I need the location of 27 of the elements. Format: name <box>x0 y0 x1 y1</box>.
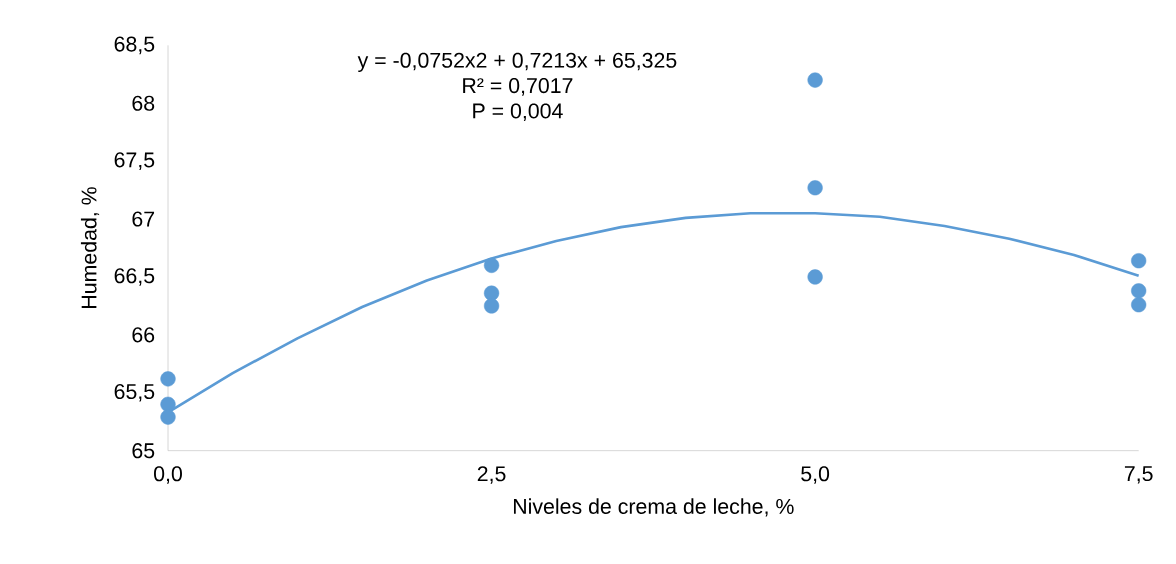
point <box>807 72 823 88</box>
y-tick-label: 66,5 <box>114 268 155 286</box>
point <box>160 371 176 387</box>
x-tick-label: 5,0 <box>801 466 830 484</box>
point <box>160 409 176 425</box>
point <box>1131 283 1147 299</box>
point <box>483 298 500 314</box>
point <box>1131 253 1147 269</box>
annotation: y = -0,0752x2 + 0,7213x + 65,325 <box>357 52 677 73</box>
y-tick-label: 68,5 <box>114 36 155 55</box>
y-tick-label: 65,5 <box>114 383 155 402</box>
point <box>1131 297 1147 313</box>
point <box>483 257 500 273</box>
x-tick-label: 0,0 <box>154 466 182 484</box>
x-tick-label: 2,5 <box>477 466 506 484</box>
annotation: P = 0,004 <box>473 103 563 121</box>
x-tick-label: 7,5 <box>1124 466 1153 484</box>
y-tick-label: 65 <box>132 443 155 459</box>
y-tick-label: 67 <box>132 211 155 227</box>
y-axis-title: Humedad, % <box>80 187 100 308</box>
y-tick-label: 66 <box>132 327 155 343</box>
x-axis-title: Niveles de crema de leche, % <box>513 498 794 517</box>
annotation: R² = 0,7017 <box>463 78 573 96</box>
point <box>807 180 823 196</box>
y-tick-label: 68 <box>132 95 155 111</box>
point <box>807 269 823 285</box>
y-tick-label: 67,5 <box>114 152 155 170</box>
